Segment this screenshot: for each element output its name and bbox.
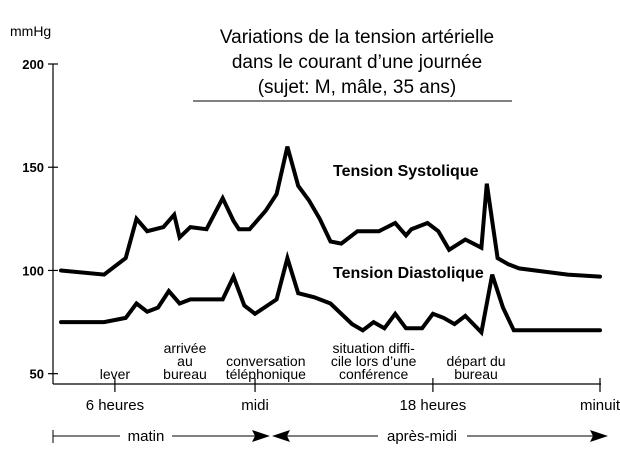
y-ticks: 50 100 150 200 xyxy=(22,57,58,382)
y-tick-label: 100 xyxy=(22,263,44,278)
event-label-line: lever xyxy=(100,366,131,382)
period-afternoon-arrowhead-right xyxy=(590,430,608,442)
event-label-line: départ du xyxy=(446,353,505,369)
event-label-line: conversation xyxy=(226,353,305,369)
chart-title-line-2: dans le courant d’une journée xyxy=(232,52,482,73)
period-label-afternoon: après-midi xyxy=(387,428,457,445)
y-tick-label: 150 xyxy=(22,160,44,175)
x-ticks xyxy=(114,378,601,392)
series-label-systolic: Tension Systolique xyxy=(333,163,479,180)
event-label-line: conférence xyxy=(339,366,408,382)
time-label: midi xyxy=(241,397,269,414)
chart-title-line-1: Variations de la tension artérielle xyxy=(220,27,494,48)
time-label: minuit xyxy=(580,397,620,414)
event-label-line: situation diffi- xyxy=(333,340,416,356)
event-label-line: téléphonique xyxy=(226,366,306,382)
period-label-morning: matin xyxy=(128,428,165,445)
chart-title-line-3: (sujet: M, mâle, 35 ans) xyxy=(258,77,457,98)
y-tick-label: 200 xyxy=(22,57,44,72)
event-label-line: au xyxy=(177,353,193,369)
event-label-line: cile lors d’une xyxy=(331,353,417,369)
time-label: 6 heures xyxy=(86,397,144,414)
event-annotations: leverarrivéeaubureauconversationtéléphon… xyxy=(100,340,506,382)
period-morning-arrowhead xyxy=(252,430,270,442)
time-labels: 6 heures midi 18 heures minuit xyxy=(86,397,620,414)
y-tick-label: 50 xyxy=(30,367,44,382)
event-label-line: bureau xyxy=(454,366,498,382)
series-line-diastolic xyxy=(59,250,602,337)
series-line-systolic xyxy=(59,146,602,279)
event-label-line: bureau xyxy=(163,366,207,382)
time-label: 18 heures xyxy=(400,397,467,414)
y-axis-label: mmHg xyxy=(10,23,51,39)
event-label-line: arrivée xyxy=(164,340,207,356)
series-label-diastolic: Tension Diastolique xyxy=(333,265,484,282)
